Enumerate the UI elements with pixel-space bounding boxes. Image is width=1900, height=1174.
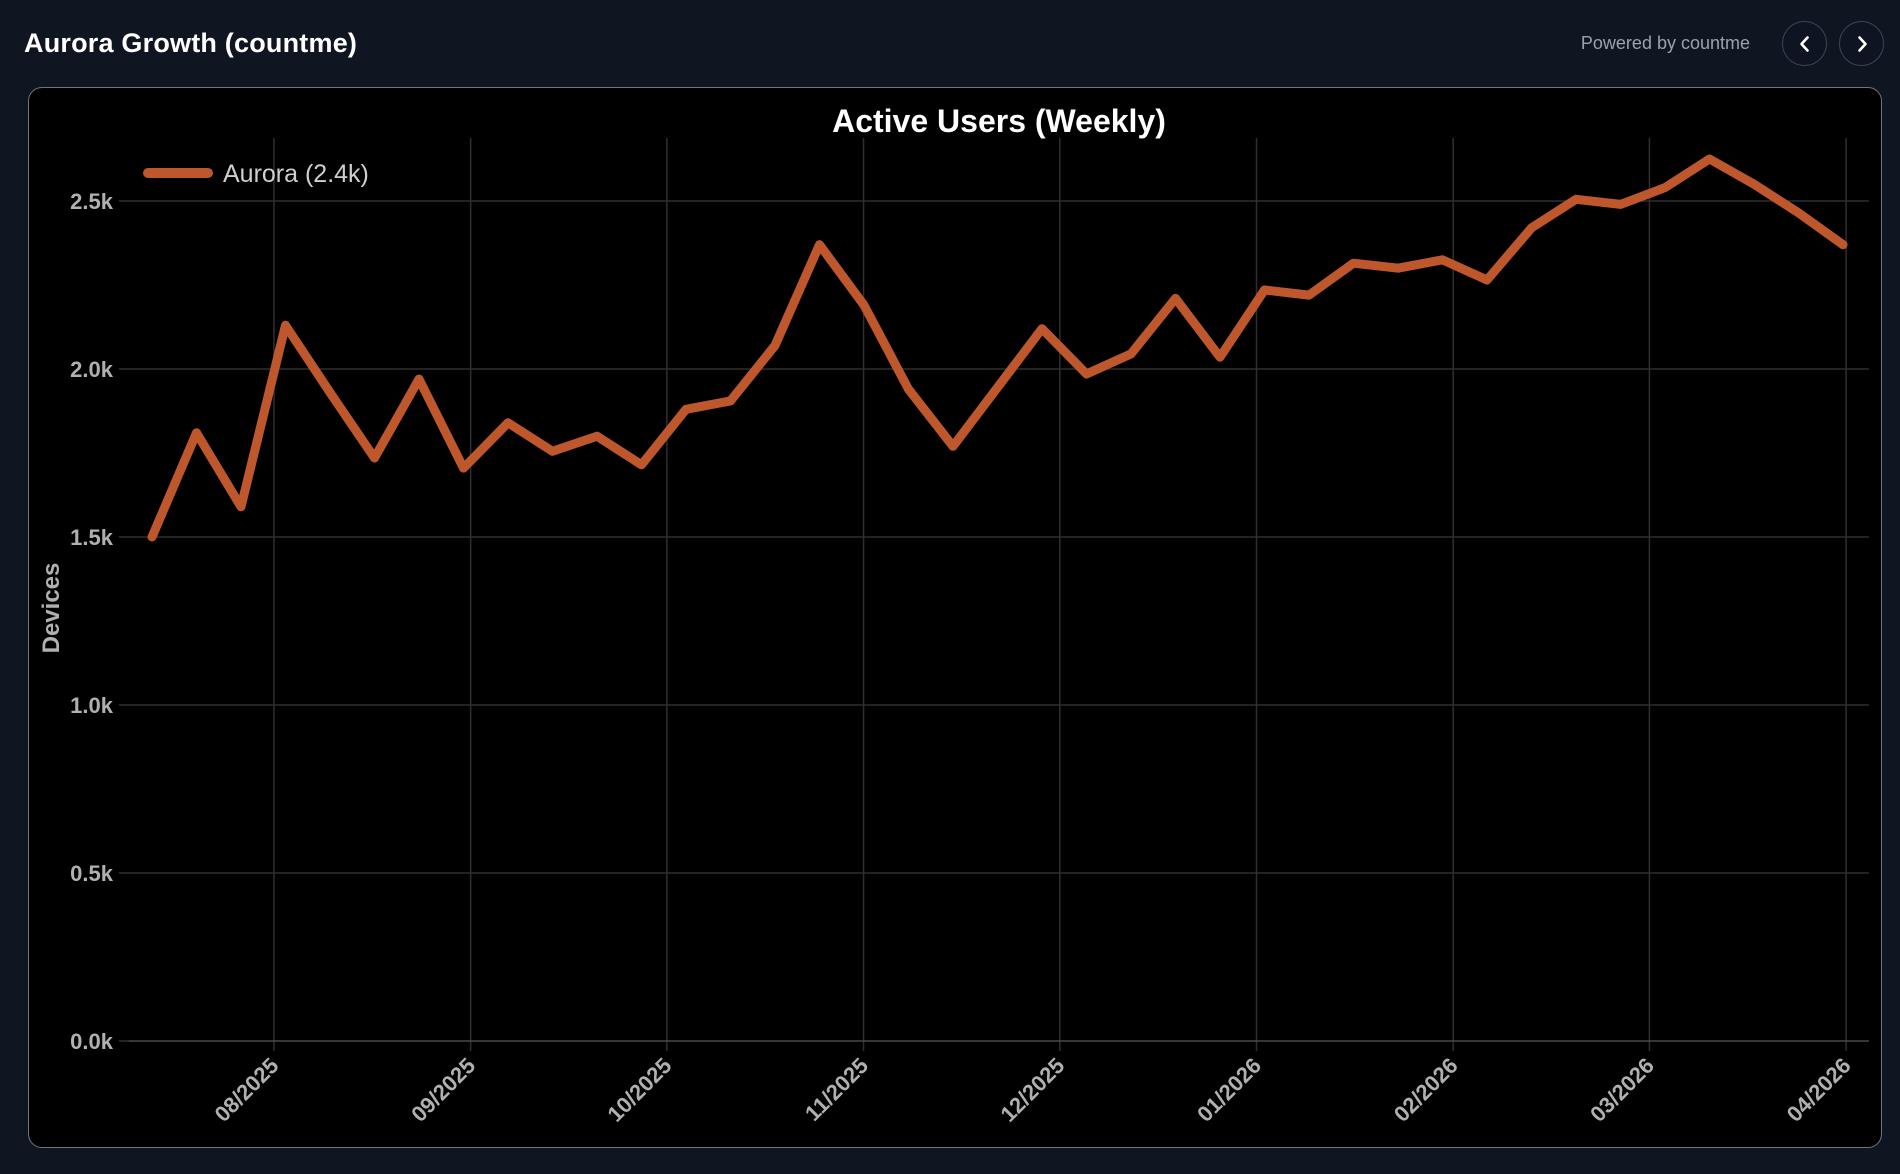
x-tick-label: 02/2026 xyxy=(1389,1053,1463,1127)
y-tick-label: 2.0k xyxy=(70,357,114,382)
page-header: Aurora Growth (countme) Powered by count… xyxy=(0,0,1900,87)
line-chart: 08/2025 09/2025 10/2025 11/2025 12/2025 01/20… xyxy=(38,103,1869,1127)
x-tick-label: 03/2026 xyxy=(1585,1053,1659,1127)
x-tick-label: 08/2025 xyxy=(210,1053,284,1127)
legend: Aurora (2.4k) xyxy=(143,160,369,188)
chart-card: 08/2025 09/2025 10/2025 11/2025 12/2025 01/20… xyxy=(28,87,1882,1148)
prev-button[interactable] xyxy=(1782,21,1827,66)
y-tick-label: 0.5k xyxy=(70,861,114,886)
powered-by-label: Powered by countme xyxy=(1580,33,1750,53)
chevron-right-icon xyxy=(1857,35,1867,52)
y-tick-label: 1.0k xyxy=(70,693,114,718)
y-tick-label: 2.5k xyxy=(70,189,114,214)
legend-label: Aurora (2.4k) xyxy=(223,160,369,188)
chart-title: Active Users (Weekly) xyxy=(832,103,1166,139)
y-tick-label: 0.0k xyxy=(70,1029,114,1054)
data-line-aurora xyxy=(147,154,1848,542)
x-tick-label: 10/2025 xyxy=(602,1053,676,1127)
x-tick-label: 12/2025 xyxy=(995,1053,1069,1127)
chevron-left-icon xyxy=(1799,35,1809,52)
x-tick-label: 11/2025 xyxy=(800,1053,873,1126)
x-tick-label: 09/2025 xyxy=(406,1053,480,1127)
page-title: Aurora Growth (countme) xyxy=(24,28,358,58)
y-tick-label: 1.5k xyxy=(70,525,114,550)
plot-layer: 08/2025 09/2025 10/2025 11/2025 12/2025 01/20… xyxy=(70,138,1869,1127)
next-button[interactable] xyxy=(1839,21,1884,66)
x-tick-label: 04/2026 xyxy=(1782,1053,1856,1127)
x-tick-label: 01/2026 xyxy=(1192,1053,1266,1127)
y-axis-title: Devices xyxy=(38,563,65,654)
